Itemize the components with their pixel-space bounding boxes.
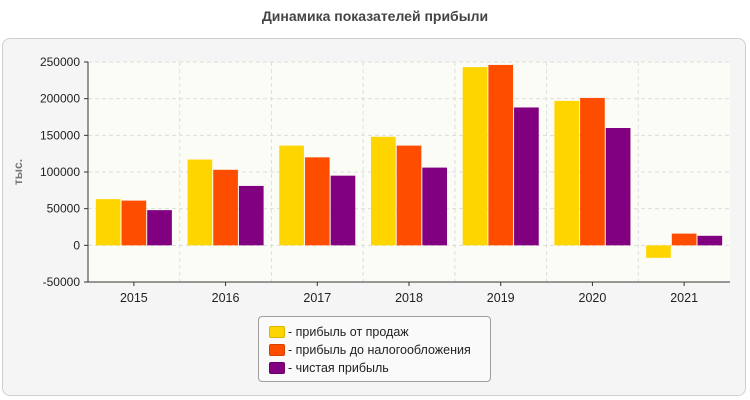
bar-2021-series-2 xyxy=(671,233,697,246)
bar-2016-series-2 xyxy=(213,169,238,246)
legend-swatch-net-profit xyxy=(269,362,285,374)
bar-2017-series-3 xyxy=(330,175,356,246)
bar-2017-series-2 xyxy=(304,157,330,246)
x-tick-label: 2017 xyxy=(303,291,331,305)
legend-item-net-profit: - чистая прибыль xyxy=(269,359,490,377)
bar-2021-series-1 xyxy=(646,245,671,258)
bar-2021-series-3 xyxy=(697,235,723,246)
bar-2019-series-2 xyxy=(488,64,514,246)
y-tick-label: 200000 xyxy=(40,92,80,106)
x-tick-label: 2019 xyxy=(487,291,515,305)
x-tick-label: 2015 xyxy=(120,291,148,305)
legend-swatch-pretax-profit xyxy=(269,344,285,356)
y-tick-label: 250000 xyxy=(40,55,80,69)
legend-item-pretax-profit: - прибыль до налогообложения xyxy=(269,341,490,359)
legend-label: - чистая прибыль xyxy=(288,361,389,375)
y-tick-label: 50000 xyxy=(47,202,81,216)
bar-2015-series-2 xyxy=(121,200,147,246)
chart-title: Динамика показателей прибыли xyxy=(261,8,489,24)
bar-2018-series-1 xyxy=(370,136,396,246)
y-tick-label: 150000 xyxy=(40,128,80,142)
y-tick-label: -50000 xyxy=(43,275,81,289)
y-tick-label: 100000 xyxy=(40,165,80,179)
legend-swatch-sales-profit xyxy=(269,326,285,338)
y-tick-label: 0 xyxy=(73,238,80,252)
bar-2019-series-3 xyxy=(514,107,539,246)
bar-2018-series-2 xyxy=(396,145,422,246)
x-tick-label: 2020 xyxy=(579,291,607,305)
bar-2016-series-1 xyxy=(187,159,213,246)
x-tick-label: 2021 xyxy=(670,291,698,305)
legend-label: - прибыль до налогообложения xyxy=(288,343,471,357)
bar-2020-series-2 xyxy=(580,97,605,246)
bar-2015-series-1 xyxy=(95,199,121,246)
legend-label: - прибыль от продаж xyxy=(288,325,409,339)
bar-2017-series-1 xyxy=(279,145,304,246)
chart-legend: - прибыль от продаж - прибыль до налогоо… xyxy=(258,316,491,382)
bar-2020-series-1 xyxy=(554,100,580,246)
bar-2020-series-3 xyxy=(605,128,631,246)
x-tick-label: 2016 xyxy=(212,291,240,305)
x-tick-label: 2018 xyxy=(395,291,423,305)
bar-2015-series-3 xyxy=(147,210,172,246)
y-axis-label: тыс. xyxy=(11,159,25,185)
bar-2018-series-3 xyxy=(422,167,448,246)
bar-2016-series-3 xyxy=(238,185,264,246)
legend-item-sales-profit: - прибыль от продаж xyxy=(269,323,490,341)
bar-2019-series-1 xyxy=(462,67,488,246)
